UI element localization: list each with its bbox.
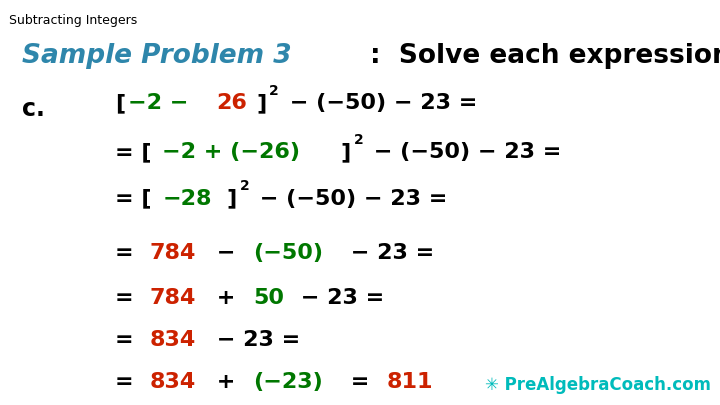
Text: ]: ] — [256, 93, 266, 113]
Text: ]: ] — [226, 188, 236, 209]
Text: 2: 2 — [354, 133, 364, 147]
Text: 784: 784 — [149, 243, 196, 263]
Text: =: = — [343, 372, 377, 392]
Text: −2 −: −2 − — [128, 93, 197, 113]
Text: 834: 834 — [149, 330, 196, 350]
Text: c.: c. — [22, 97, 45, 121]
Text: =: = — [115, 243, 142, 263]
Text: − (−50) − 23 =: − (−50) − 23 = — [282, 93, 477, 113]
Text: Sample Problem 3: Sample Problem 3 — [22, 43, 291, 68]
Text: 2: 2 — [269, 84, 279, 98]
Text: :  Solve each expression below.: : Solve each expression below. — [369, 43, 720, 68]
Text: [: [ — [115, 93, 125, 113]
Text: =: = — [115, 288, 142, 308]
Text: 26: 26 — [216, 93, 247, 113]
Text: − (−50) − 23 =: − (−50) − 23 = — [366, 142, 562, 162]
Text: 2: 2 — [239, 179, 249, 193]
Text: − 23 =: − 23 = — [209, 330, 300, 350]
Text: (−50): (−50) — [253, 243, 323, 263]
Text: −: − — [209, 243, 243, 263]
Text: − 23 =: − 23 = — [293, 288, 384, 308]
Text: ✳ PreAlgebraCoach.com: ✳ PreAlgebraCoach.com — [485, 376, 711, 394]
Text: 811: 811 — [387, 372, 433, 392]
Text: ]: ] — [341, 142, 351, 162]
Text: −2 + (−26): −2 + (−26) — [162, 142, 300, 162]
Text: 50: 50 — [253, 288, 284, 308]
Text: +: + — [209, 288, 243, 308]
Text: 834: 834 — [149, 372, 196, 392]
Text: =: = — [115, 372, 142, 392]
Text: Subtracting Integers: Subtracting Integers — [9, 14, 137, 27]
Text: = [: = [ — [115, 188, 152, 209]
Text: 784: 784 — [149, 288, 196, 308]
Text: − 23 =: − 23 = — [343, 243, 435, 263]
Text: = [: = [ — [115, 142, 152, 162]
Text: −28: −28 — [162, 188, 212, 209]
Text: =: = — [115, 330, 142, 350]
Text: (−23): (−23) — [253, 372, 323, 392]
Text: − (−50) − 23 =: − (−50) − 23 = — [252, 188, 447, 209]
Text: +: + — [209, 372, 243, 392]
